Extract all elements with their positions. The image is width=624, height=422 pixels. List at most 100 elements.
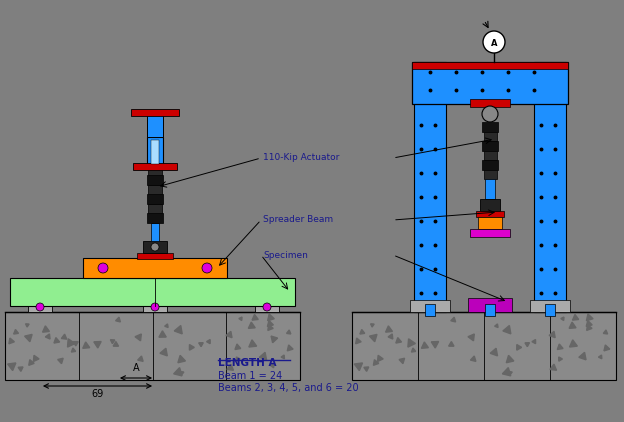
- Polygon shape: [604, 345, 610, 351]
- Polygon shape: [113, 341, 119, 346]
- Polygon shape: [74, 342, 78, 346]
- Polygon shape: [260, 352, 266, 360]
- Polygon shape: [270, 364, 274, 368]
- Polygon shape: [207, 340, 210, 344]
- Polygon shape: [94, 341, 101, 348]
- Polygon shape: [268, 321, 273, 327]
- Polygon shape: [178, 355, 185, 363]
- Polygon shape: [115, 317, 120, 322]
- Bar: [412, 62, 568, 104]
- Polygon shape: [54, 338, 60, 343]
- Polygon shape: [281, 355, 285, 359]
- Polygon shape: [46, 334, 50, 339]
- Polygon shape: [7, 363, 16, 371]
- Polygon shape: [190, 344, 194, 350]
- Polygon shape: [179, 371, 184, 376]
- Text: LENGTH A: LENGTH A: [218, 358, 276, 368]
- Polygon shape: [248, 322, 255, 328]
- Polygon shape: [399, 358, 404, 364]
- Polygon shape: [198, 343, 203, 347]
- Polygon shape: [174, 325, 182, 334]
- Bar: [478, 217, 502, 229]
- Polygon shape: [449, 341, 454, 346]
- Polygon shape: [249, 340, 256, 347]
- Polygon shape: [354, 363, 363, 371]
- Bar: [133, 163, 177, 170]
- Bar: [414, 62, 446, 312]
- Bar: [28, 302, 52, 312]
- Polygon shape: [369, 334, 377, 342]
- Bar: [480, 199, 500, 211]
- Polygon shape: [373, 360, 379, 365]
- Text: Beam 1 = 24: Beam 1 = 24: [218, 371, 282, 381]
- Polygon shape: [110, 340, 115, 344]
- Bar: [151, 140, 159, 164]
- Bar: [5, 312, 300, 380]
- Polygon shape: [26, 324, 29, 327]
- Polygon shape: [138, 356, 143, 361]
- Polygon shape: [468, 334, 474, 341]
- Polygon shape: [364, 367, 369, 371]
- Polygon shape: [34, 355, 39, 362]
- Bar: [147, 175, 163, 185]
- Polygon shape: [572, 314, 578, 320]
- Polygon shape: [271, 336, 278, 343]
- Polygon shape: [378, 355, 383, 362]
- Polygon shape: [386, 326, 392, 332]
- Polygon shape: [598, 355, 602, 359]
- Polygon shape: [61, 334, 67, 339]
- Text: Spreader Beam: Spreader Beam: [263, 216, 333, 225]
- Bar: [148, 167, 162, 175]
- Circle shape: [483, 31, 505, 53]
- Polygon shape: [24, 334, 32, 342]
- Bar: [412, 62, 568, 69]
- Bar: [425, 304, 435, 316]
- Polygon shape: [587, 314, 593, 321]
- Bar: [545, 304, 555, 316]
- Bar: [482, 122, 498, 132]
- Polygon shape: [503, 325, 511, 334]
- Bar: [352, 312, 616, 380]
- Bar: [83, 258, 227, 278]
- Bar: [147, 194, 163, 204]
- Polygon shape: [371, 324, 374, 327]
- Bar: [131, 109, 179, 116]
- Polygon shape: [287, 345, 293, 351]
- Circle shape: [263, 303, 271, 311]
- Polygon shape: [502, 368, 510, 376]
- Text: A: A: [133, 363, 139, 373]
- Polygon shape: [67, 339, 75, 347]
- Polygon shape: [558, 357, 562, 361]
- Bar: [484, 170, 497, 179]
- Polygon shape: [360, 330, 365, 334]
- Polygon shape: [431, 341, 439, 348]
- Polygon shape: [490, 348, 497, 356]
- Polygon shape: [165, 324, 168, 327]
- Circle shape: [151, 303, 159, 311]
- Polygon shape: [14, 330, 19, 334]
- Bar: [530, 300, 570, 312]
- Polygon shape: [495, 324, 498, 327]
- Polygon shape: [227, 364, 233, 370]
- Polygon shape: [587, 325, 592, 330]
- Polygon shape: [550, 364, 557, 370]
- Bar: [148, 204, 162, 213]
- Bar: [10, 278, 295, 306]
- Bar: [148, 185, 162, 194]
- Polygon shape: [236, 357, 240, 361]
- Polygon shape: [579, 352, 586, 360]
- Polygon shape: [549, 331, 555, 338]
- Polygon shape: [252, 314, 258, 320]
- Bar: [147, 115, 163, 137]
- Circle shape: [36, 303, 44, 311]
- Bar: [470, 99, 510, 107]
- Polygon shape: [159, 331, 166, 337]
- Polygon shape: [239, 317, 242, 321]
- Bar: [485, 304, 495, 316]
- Bar: [482, 160, 498, 170]
- Polygon shape: [160, 348, 167, 356]
- Circle shape: [482, 106, 498, 122]
- Polygon shape: [268, 325, 273, 330]
- Bar: [137, 253, 173, 259]
- Polygon shape: [570, 340, 577, 347]
